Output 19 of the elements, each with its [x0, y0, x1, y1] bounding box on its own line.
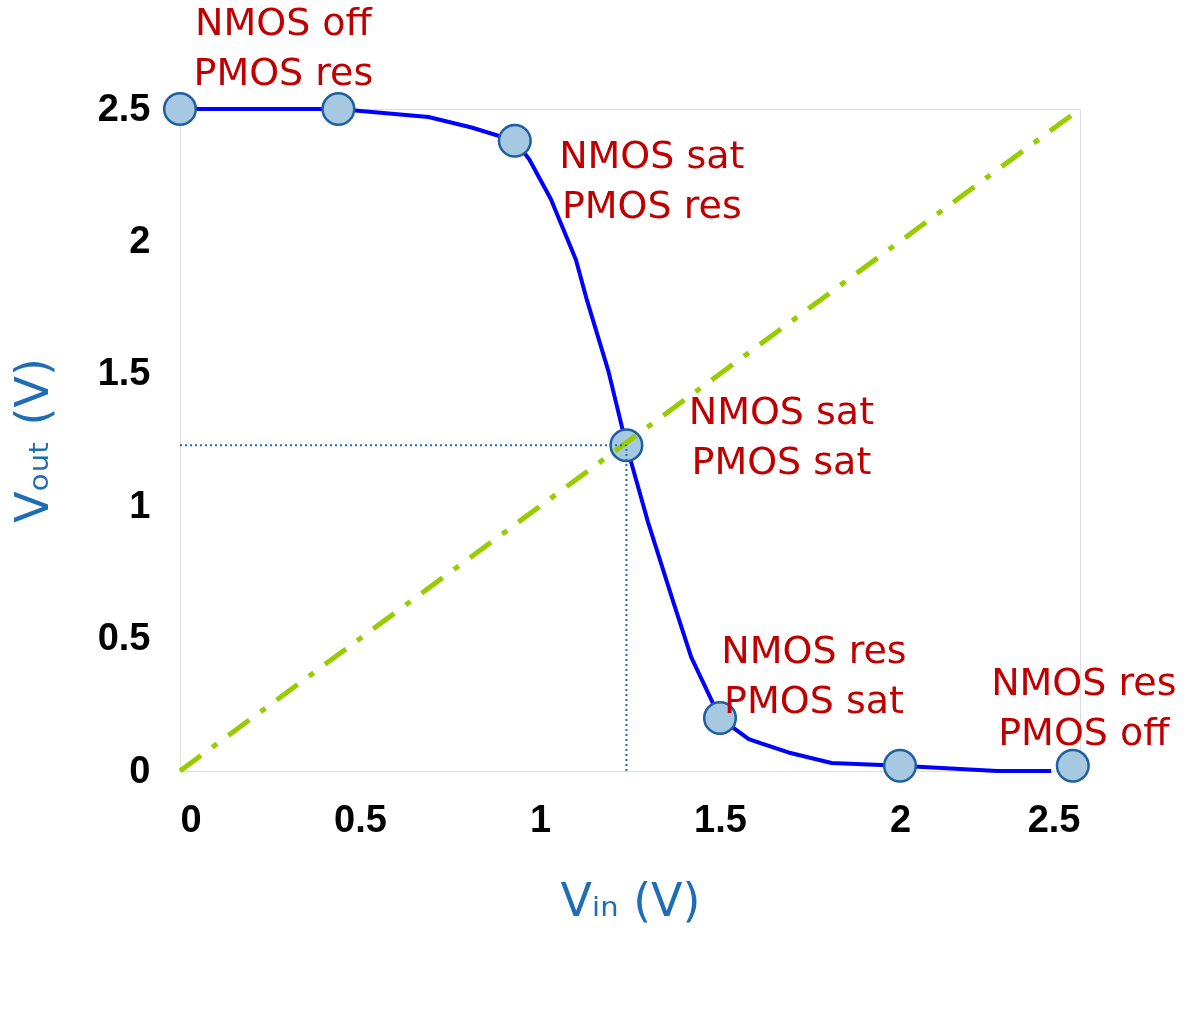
- y-tick-label: 1: [129, 483, 151, 526]
- x-axis-title: Vᵢₙ (V): [560, 872, 701, 927]
- annotation: NMOS off PMOS res: [193, 0, 374, 94]
- annotation: NMOS sat PMOS res: [559, 132, 745, 227]
- x-tick-label: 1.5: [694, 797, 747, 840]
- y-axis-title: Vₒᵤₜ (V): [4, 358, 59, 523]
- annotation: NMOS res PMOS sat: [721, 628, 907, 723]
- x-tick-label: 2.5: [1027, 797, 1081, 840]
- y-tick-label: 0: [129, 748, 151, 791]
- y-tick-label: 2.5: [97, 86, 151, 129]
- x-tick-label: 1: [529, 797, 552, 840]
- annotation: NMOS sat PMOS sat: [688, 389, 875, 484]
- x-tick-label: 2: [889, 797, 912, 840]
- y-tick-label: 2: [129, 218, 151, 261]
- annotation: NMOS res PMOS off: [991, 659, 1177, 754]
- x-tick-label: 0.5: [334, 797, 387, 840]
- y-tick-label: 1.5: [97, 351, 151, 394]
- y-tick-label: 0.5: [97, 616, 151, 659]
- x-tick-label: 0: [180, 797, 202, 840]
